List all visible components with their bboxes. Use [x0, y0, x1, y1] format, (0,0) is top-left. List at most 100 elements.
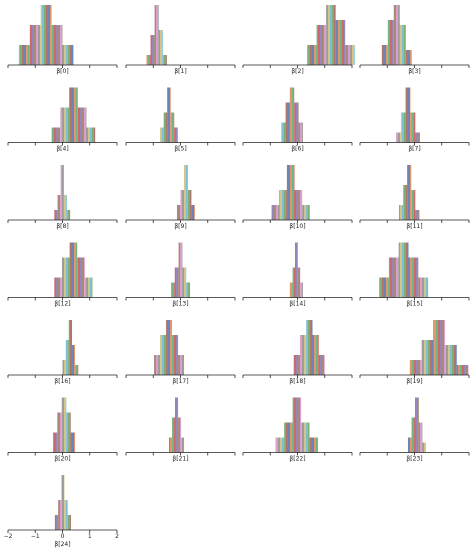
hist-bar [186, 282, 191, 298]
hist-bar [170, 282, 175, 298]
x-axis-label: β[3] [408, 68, 420, 75]
hist-bar [178, 242, 183, 298]
hist-bar [162, 55, 167, 65]
hist-bar [52, 432, 58, 453]
x-axis-label: β[21] [172, 456, 188, 463]
hist-bar [294, 102, 299, 143]
hist-bar [169, 437, 173, 453]
hist-bar [418, 277, 429, 298]
hist-bar [393, 5, 400, 65]
hist-bar [77, 107, 87, 143]
hist-bar [174, 127, 178, 143]
hist-bar [271, 205, 280, 220]
x-axis-label: β[8] [56, 223, 68, 230]
hist-bar [57, 412, 62, 453]
hist-bar [187, 190, 192, 220]
hist-bar [316, 25, 327, 65]
hist-bar [69, 87, 78, 143]
hist-bar [286, 165, 295, 220]
hist-bar [29, 25, 41, 65]
hist-bar [163, 112, 168, 143]
hist-bar [295, 242, 298, 298]
hist-bar [456, 365, 469, 375]
x-axis-label: β[17] [172, 378, 188, 385]
x-axis-label: β[22] [289, 456, 305, 463]
x-axis-label: β[9] [174, 223, 186, 230]
hist-bar [433, 320, 446, 375]
hist-bar [181, 437, 185, 453]
hist-bar [345, 45, 355, 65]
x-axis-label: β[10] [289, 223, 305, 230]
hist-bar [410, 112, 416, 143]
hist-bar [66, 210, 71, 220]
hist-bar [178, 355, 185, 375]
hist-bar [54, 277, 62, 298]
hist-bar [150, 35, 155, 65]
hist-bar [158, 30, 163, 65]
hist-bar [61, 397, 67, 453]
hist-bar [57, 195, 61, 220]
hist-bar [411, 417, 416, 453]
x-tick-label: 1 [88, 533, 92, 540]
hist-bar [61, 475, 65, 530]
x-axis-label: β[11] [406, 223, 422, 230]
hist-bar [399, 25, 406, 65]
x-axis-label: β[7] [408, 146, 420, 153]
hist-bar [299, 335, 307, 375]
hist-bar [160, 335, 167, 375]
hist-bar [66, 412, 71, 453]
x-axis-label: β[1] [174, 68, 186, 75]
hist-bar [180, 190, 185, 220]
hist-bar [300, 282, 303, 298]
x-tick-label: 0 [61, 533, 65, 540]
hist-bar [58, 500, 62, 530]
hist-bar [398, 205, 404, 220]
hist-bar [388, 257, 399, 298]
hist-bar [292, 267, 296, 298]
hist-bar [381, 45, 388, 65]
hist-bar [176, 205, 181, 220]
hist-bar [405, 50, 412, 65]
hist-bar [289, 87, 295, 143]
hist-bar [284, 422, 293, 453]
hist-bar [415, 397, 419, 453]
x-axis-label: β[6] [291, 146, 303, 153]
hist-bar [70, 432, 76, 453]
hist-bar [60, 107, 70, 143]
x-axis-label: β[23] [406, 456, 422, 463]
hist-bar [445, 345, 457, 375]
hist-bar [335, 20, 346, 65]
hist-bar [62, 360, 66, 375]
hist-bar [415, 210, 420, 220]
hist-bar [54, 210, 58, 220]
x-axis-label: β[12] [54, 301, 70, 308]
hist-bar [60, 165, 64, 220]
hist-bar [289, 282, 293, 298]
hist-bar [68, 320, 73, 375]
hist-bar [421, 340, 434, 375]
hist-bar [61, 257, 70, 298]
hist-bar [166, 320, 173, 375]
hist-bar [174, 267, 179, 298]
hist-bar [306, 320, 313, 375]
hist-bar [175, 397, 179, 453]
hist-bar [64, 500, 68, 530]
hist-bar [178, 417, 182, 453]
hist-bar [307, 45, 317, 65]
hist-bar [40, 5, 52, 65]
x-axis-label: β[18] [289, 378, 305, 385]
hist-bar [387, 20, 394, 65]
x-axis-label: β[16] [54, 378, 70, 385]
hist-bar [309, 437, 318, 453]
hist-bar [279, 190, 287, 220]
hist-bar [409, 360, 422, 375]
hist-bar [184, 165, 188, 220]
hist-bar [422, 442, 426, 453]
hist-bar [146, 55, 151, 65]
hist-bar [405, 87, 411, 143]
hist-bar [63, 195, 67, 220]
hist-bar [86, 127, 96, 143]
hist-bar [326, 5, 336, 65]
hist-bar [285, 102, 290, 143]
hist-bar [18, 45, 30, 65]
